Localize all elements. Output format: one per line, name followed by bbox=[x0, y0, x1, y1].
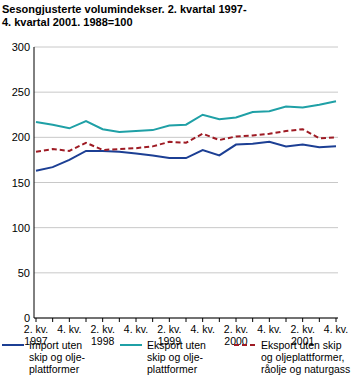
x-tick bbox=[52, 318, 53, 322]
x-tick-label-line: 2. kv. bbox=[291, 323, 315, 335]
x-tick bbox=[319, 318, 320, 322]
legend-label-line: og oljeplattformer, bbox=[261, 351, 344, 363]
plot bbox=[36, 101, 336, 171]
legend-label: Eksport utenskip og olje-plattformer bbox=[147, 339, 206, 375]
legend-swatch bbox=[2, 344, 24, 346]
x-tick bbox=[136, 318, 137, 322]
grid-line bbox=[34, 272, 338, 273]
legend-label-line: Eksport uten skip bbox=[261, 339, 342, 351]
legend-label: Eksport uten skipog oljeplattformer,råol… bbox=[261, 339, 350, 375]
x-tick-label: 2. kv.2000 bbox=[224, 323, 248, 347]
x-tick bbox=[152, 318, 153, 322]
grid-line bbox=[34, 182, 338, 183]
x-tick-label-line: 2. kv. bbox=[224, 323, 248, 335]
x-tick-label-line: 1998 bbox=[91, 335, 115, 347]
y-tick-label: 100 bbox=[12, 222, 30, 234]
title-line: Sesongjusterte volumindekser. 2. kvartal… bbox=[2, 3, 247, 15]
legend-label-line: plattformer bbox=[147, 363, 198, 375]
legend-label: Import utenskip og olje-plattformer bbox=[29, 339, 86, 375]
x-tick-label-line: 4. kv. bbox=[257, 323, 281, 335]
x-tick bbox=[102, 318, 103, 322]
y-tick-label: 50 bbox=[18, 267, 30, 279]
legend-label-line: Import uten bbox=[29, 339, 82, 351]
legend-swatch bbox=[120, 344, 142, 346]
y-tick-label: 200 bbox=[12, 131, 30, 143]
grid-line bbox=[34, 137, 338, 138]
x-tick bbox=[236, 318, 237, 322]
legend-label-line: Eksport uten bbox=[147, 339, 206, 351]
x-tick bbox=[169, 318, 170, 322]
x-tick bbox=[86, 318, 87, 322]
x-tick bbox=[269, 318, 270, 322]
grid-line bbox=[34, 227, 338, 228]
title: Sesongjusterte volumindekser. 2. kvartal… bbox=[2, 3, 247, 28]
x-tick bbox=[69, 318, 70, 322]
x-tick-label-line: 2. kv. bbox=[157, 323, 181, 335]
y-tick-label: 250 bbox=[12, 86, 30, 98]
title-line: 4. kvartal 2001. 1988=100 bbox=[2, 16, 133, 28]
x-tick bbox=[302, 318, 303, 322]
x-tick bbox=[252, 318, 253, 322]
x-tick bbox=[219, 318, 220, 322]
x-tick-label-line: 4. kv. bbox=[57, 323, 81, 335]
series-line bbox=[36, 101, 336, 132]
grid-line bbox=[34, 92, 338, 93]
y-axis bbox=[34, 47, 35, 318]
grid-line bbox=[34, 47, 338, 48]
legend-label-line: plattformer bbox=[29, 363, 80, 375]
x-tick bbox=[119, 318, 120, 322]
series-line bbox=[36, 129, 336, 152]
x-tick-label-line: 4. kv. bbox=[124, 323, 148, 335]
x-tick-label-line: 2. kv. bbox=[24, 323, 48, 335]
legend-label-line: skip og olje- bbox=[147, 351, 204, 363]
x-tick bbox=[286, 318, 287, 322]
x-tick-label: 4. kv. bbox=[324, 323, 348, 335]
x-tick bbox=[202, 318, 203, 322]
x-tick-label-line: 2. kv. bbox=[91, 323, 115, 335]
x-tick-label: 4. kv. bbox=[191, 323, 215, 335]
legend-swatch bbox=[234, 344, 256, 346]
x-tick bbox=[336, 318, 337, 322]
x-tick-label: 4. kv. bbox=[57, 323, 81, 335]
chart: Sesongjusterte volumindekser. 2. kvartal… bbox=[0, 0, 355, 375]
y-tick-label: 300 bbox=[12, 41, 30, 53]
x-tick-label: 2. kv.1998 bbox=[91, 323, 115, 347]
series-line bbox=[36, 142, 336, 171]
x-tick bbox=[36, 318, 37, 322]
y-tick-label: 150 bbox=[12, 177, 30, 189]
x-tick bbox=[186, 318, 187, 322]
legend-label-line: råolje og naturgass bbox=[261, 363, 350, 375]
x-tick-label-line: 4. kv. bbox=[191, 323, 215, 335]
legend-label-line: skip og olje- bbox=[29, 351, 86, 363]
x-tick-label: 4. kv. bbox=[124, 323, 148, 335]
x-tick-label-line: 4. kv. bbox=[324, 323, 348, 335]
x-tick-label: 4. kv. bbox=[257, 323, 281, 335]
